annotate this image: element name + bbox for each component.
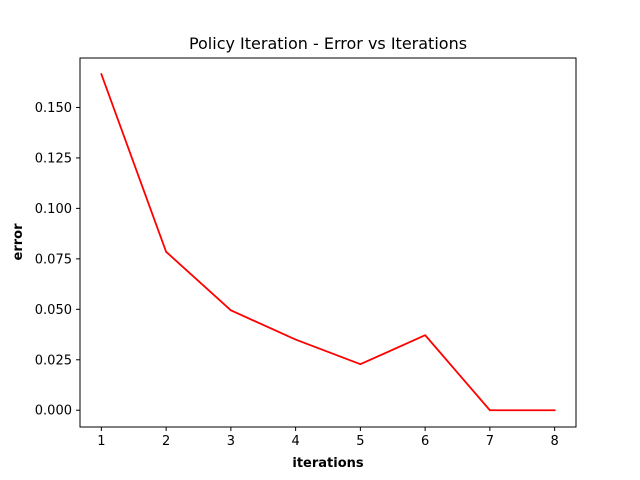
y-tick-label: 0.100 [35,202,72,217]
y-tick-label: 0.075 [35,252,72,267]
x-tick-label: 2 [162,434,170,449]
y-tick-label: 0.000 [35,404,72,419]
x-tick-label: 3 [227,434,235,449]
y-axis-ticks: 0.000 0.025 0.050 0.075 0.100 0.125 0.150 [35,101,80,419]
x-tick-label: 5 [356,434,364,449]
series-layer [100,72,556,412]
chart-title: Policy Iteration - Error vs Iterations [189,34,467,53]
y-tick-label: 0.050 [35,303,72,318]
x-tick-label: 8 [550,434,558,449]
y-tick-label: 0.125 [35,151,72,166]
plot-frame [79,57,577,428]
y-tick-label: 0.150 [35,101,72,116]
x-tick-label: 4 [291,434,299,449]
x-axis-label: iterations [292,456,364,471]
series-line-0 [100,72,556,412]
x-tick-label: 6 [421,434,429,449]
y-axis-label: error [11,223,26,261]
x-tick-label: 7 [486,434,494,449]
x-axis-ticks: 1 2 3 4 5 6 7 8 [97,427,559,449]
x-tick-label: 1 [97,434,105,449]
y-tick-label: 0.025 [35,353,72,368]
